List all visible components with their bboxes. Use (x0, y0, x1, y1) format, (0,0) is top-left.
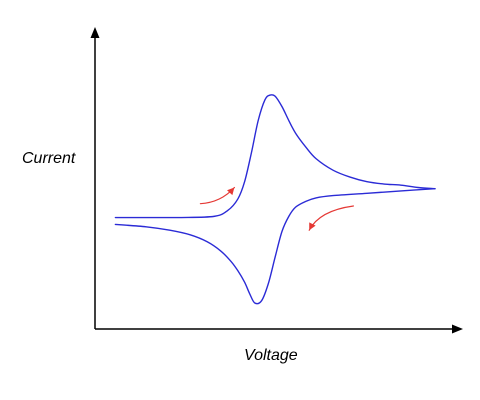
scan-arrowhead (309, 222, 316, 231)
annotation-layer (199, 186, 354, 231)
scan-direction-arrow-forward (199, 186, 235, 205)
series-line-forward (114, 94, 436, 219)
scan-arrow-shaft (308, 205, 354, 231)
scan-arrowhead (227, 187, 235, 196)
series-layer (114, 94, 436, 305)
y-axis-label: Current (22, 150, 76, 167)
plot-area (114, 94, 436, 305)
series-line-reverse (114, 187, 436, 305)
x-axis-arrowhead (452, 324, 463, 334)
x-axis-label: Voltage (244, 347, 298, 364)
scan-direction-arrow-reverse (308, 205, 354, 231)
axes (90, 27, 463, 334)
y-axis-arrowhead (90, 27, 100, 38)
